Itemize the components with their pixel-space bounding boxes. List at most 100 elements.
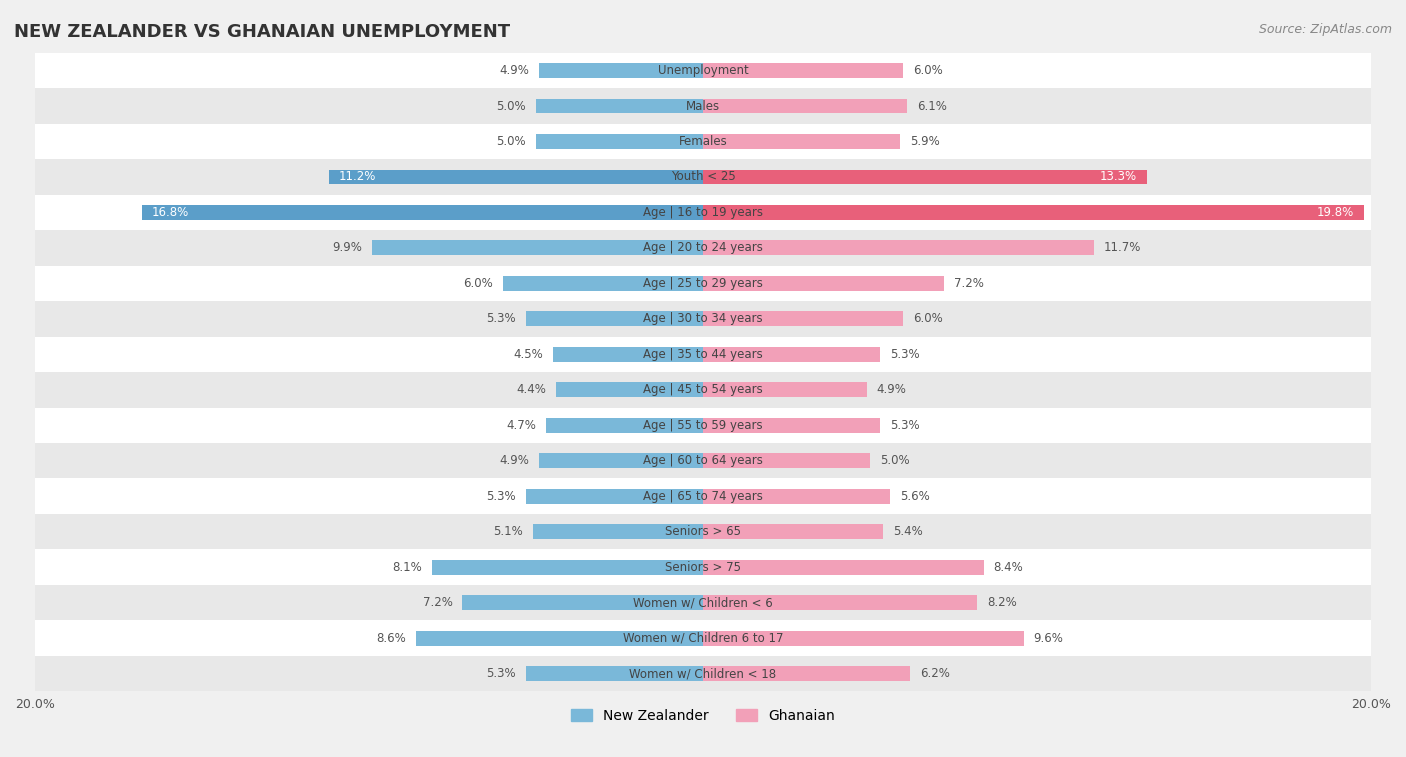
Bar xyxy=(526,489,703,503)
Text: 4.9%: 4.9% xyxy=(499,454,529,467)
Text: 9.9%: 9.9% xyxy=(332,241,363,254)
Text: Youth < 25: Youth < 25 xyxy=(671,170,735,183)
Bar xyxy=(555,382,703,397)
Text: Source: ZipAtlas.com: Source: ZipAtlas.com xyxy=(1258,23,1392,36)
Bar xyxy=(433,559,703,575)
Bar xyxy=(35,372,1371,407)
Text: 4.9%: 4.9% xyxy=(877,383,907,396)
Text: 4.7%: 4.7% xyxy=(506,419,536,431)
Text: 9.6%: 9.6% xyxy=(1033,631,1063,644)
Bar xyxy=(35,585,1371,620)
Bar xyxy=(35,53,1371,89)
Bar xyxy=(502,276,703,291)
Text: 4.9%: 4.9% xyxy=(499,64,529,77)
Text: 16.8%: 16.8% xyxy=(152,206,188,219)
Bar xyxy=(416,631,703,646)
Text: Women w/ Children 6 to 17: Women w/ Children 6 to 17 xyxy=(623,631,783,644)
Bar xyxy=(703,134,900,149)
Bar xyxy=(329,170,703,185)
Text: 7.2%: 7.2% xyxy=(423,596,453,609)
Text: 5.3%: 5.3% xyxy=(486,490,516,503)
Bar xyxy=(35,407,1371,443)
Text: 8.2%: 8.2% xyxy=(987,596,1017,609)
Bar xyxy=(540,63,703,78)
Text: Age | 35 to 44 years: Age | 35 to 44 years xyxy=(643,347,763,361)
Bar xyxy=(35,230,1371,266)
Bar xyxy=(703,382,866,397)
Text: 6.1%: 6.1% xyxy=(917,100,946,113)
Bar xyxy=(703,241,1094,255)
Bar xyxy=(536,134,703,149)
Text: 5.3%: 5.3% xyxy=(890,347,920,361)
Bar xyxy=(35,656,1371,691)
Text: 11.7%: 11.7% xyxy=(1104,241,1142,254)
Bar xyxy=(35,266,1371,301)
Text: Seniors > 75: Seniors > 75 xyxy=(665,561,741,574)
Text: Age | 20 to 24 years: Age | 20 to 24 years xyxy=(643,241,763,254)
Text: 5.3%: 5.3% xyxy=(486,313,516,326)
Bar xyxy=(703,98,907,114)
Text: 19.8%: 19.8% xyxy=(1317,206,1354,219)
Text: 7.2%: 7.2% xyxy=(953,277,983,290)
Text: 6.0%: 6.0% xyxy=(914,313,943,326)
Text: Age | 16 to 19 years: Age | 16 to 19 years xyxy=(643,206,763,219)
Text: 6.0%: 6.0% xyxy=(463,277,492,290)
Text: Females: Females xyxy=(679,135,727,148)
Text: 5.0%: 5.0% xyxy=(880,454,910,467)
Bar xyxy=(536,98,703,114)
Text: Age | 30 to 34 years: Age | 30 to 34 years xyxy=(643,313,763,326)
Bar xyxy=(463,595,703,610)
Bar xyxy=(703,489,890,503)
Bar xyxy=(703,311,904,326)
Bar xyxy=(35,337,1371,372)
Text: 5.6%: 5.6% xyxy=(900,490,929,503)
Bar xyxy=(526,666,703,681)
Text: 5.0%: 5.0% xyxy=(496,100,526,113)
Legend: New Zealander, Ghanaian: New Zealander, Ghanaian xyxy=(571,709,835,723)
Text: Women w/ Children < 18: Women w/ Children < 18 xyxy=(630,667,776,680)
Bar xyxy=(546,418,703,433)
Bar xyxy=(35,620,1371,656)
Bar xyxy=(35,550,1371,585)
Bar xyxy=(35,89,1371,124)
Bar xyxy=(703,170,1147,185)
Bar xyxy=(703,666,910,681)
Text: Unemployment: Unemployment xyxy=(658,64,748,77)
Text: 5.1%: 5.1% xyxy=(494,525,523,538)
Text: 4.5%: 4.5% xyxy=(513,347,543,361)
Bar xyxy=(35,443,1371,478)
Bar xyxy=(553,347,703,362)
Text: 5.3%: 5.3% xyxy=(890,419,920,431)
Bar xyxy=(35,478,1371,514)
Bar xyxy=(703,524,883,539)
Bar xyxy=(703,453,870,468)
Text: Age | 65 to 74 years: Age | 65 to 74 years xyxy=(643,490,763,503)
Bar xyxy=(35,514,1371,550)
Bar xyxy=(703,347,880,362)
Text: 4.4%: 4.4% xyxy=(516,383,546,396)
Text: Age | 25 to 29 years: Age | 25 to 29 years xyxy=(643,277,763,290)
Text: 8.4%: 8.4% xyxy=(994,561,1024,574)
Bar xyxy=(703,276,943,291)
Bar xyxy=(35,159,1371,195)
Bar xyxy=(703,559,984,575)
Text: Seniors > 65: Seniors > 65 xyxy=(665,525,741,538)
Text: Age | 45 to 54 years: Age | 45 to 54 years xyxy=(643,383,763,396)
Text: 8.6%: 8.6% xyxy=(375,631,406,644)
Text: Women w/ Children < 6: Women w/ Children < 6 xyxy=(633,596,773,609)
Text: Age | 55 to 59 years: Age | 55 to 59 years xyxy=(643,419,763,431)
Bar xyxy=(703,205,1364,220)
Bar xyxy=(142,205,703,220)
Text: 13.3%: 13.3% xyxy=(1099,170,1137,183)
Text: 6.0%: 6.0% xyxy=(914,64,943,77)
Text: Age | 60 to 64 years: Age | 60 to 64 years xyxy=(643,454,763,467)
Bar xyxy=(540,453,703,468)
Bar xyxy=(35,301,1371,337)
Text: 5.4%: 5.4% xyxy=(893,525,924,538)
Bar xyxy=(35,124,1371,159)
Bar xyxy=(35,195,1371,230)
Text: 11.2%: 11.2% xyxy=(339,170,377,183)
Bar xyxy=(703,631,1024,646)
Bar xyxy=(373,241,703,255)
Text: 5.3%: 5.3% xyxy=(486,667,516,680)
